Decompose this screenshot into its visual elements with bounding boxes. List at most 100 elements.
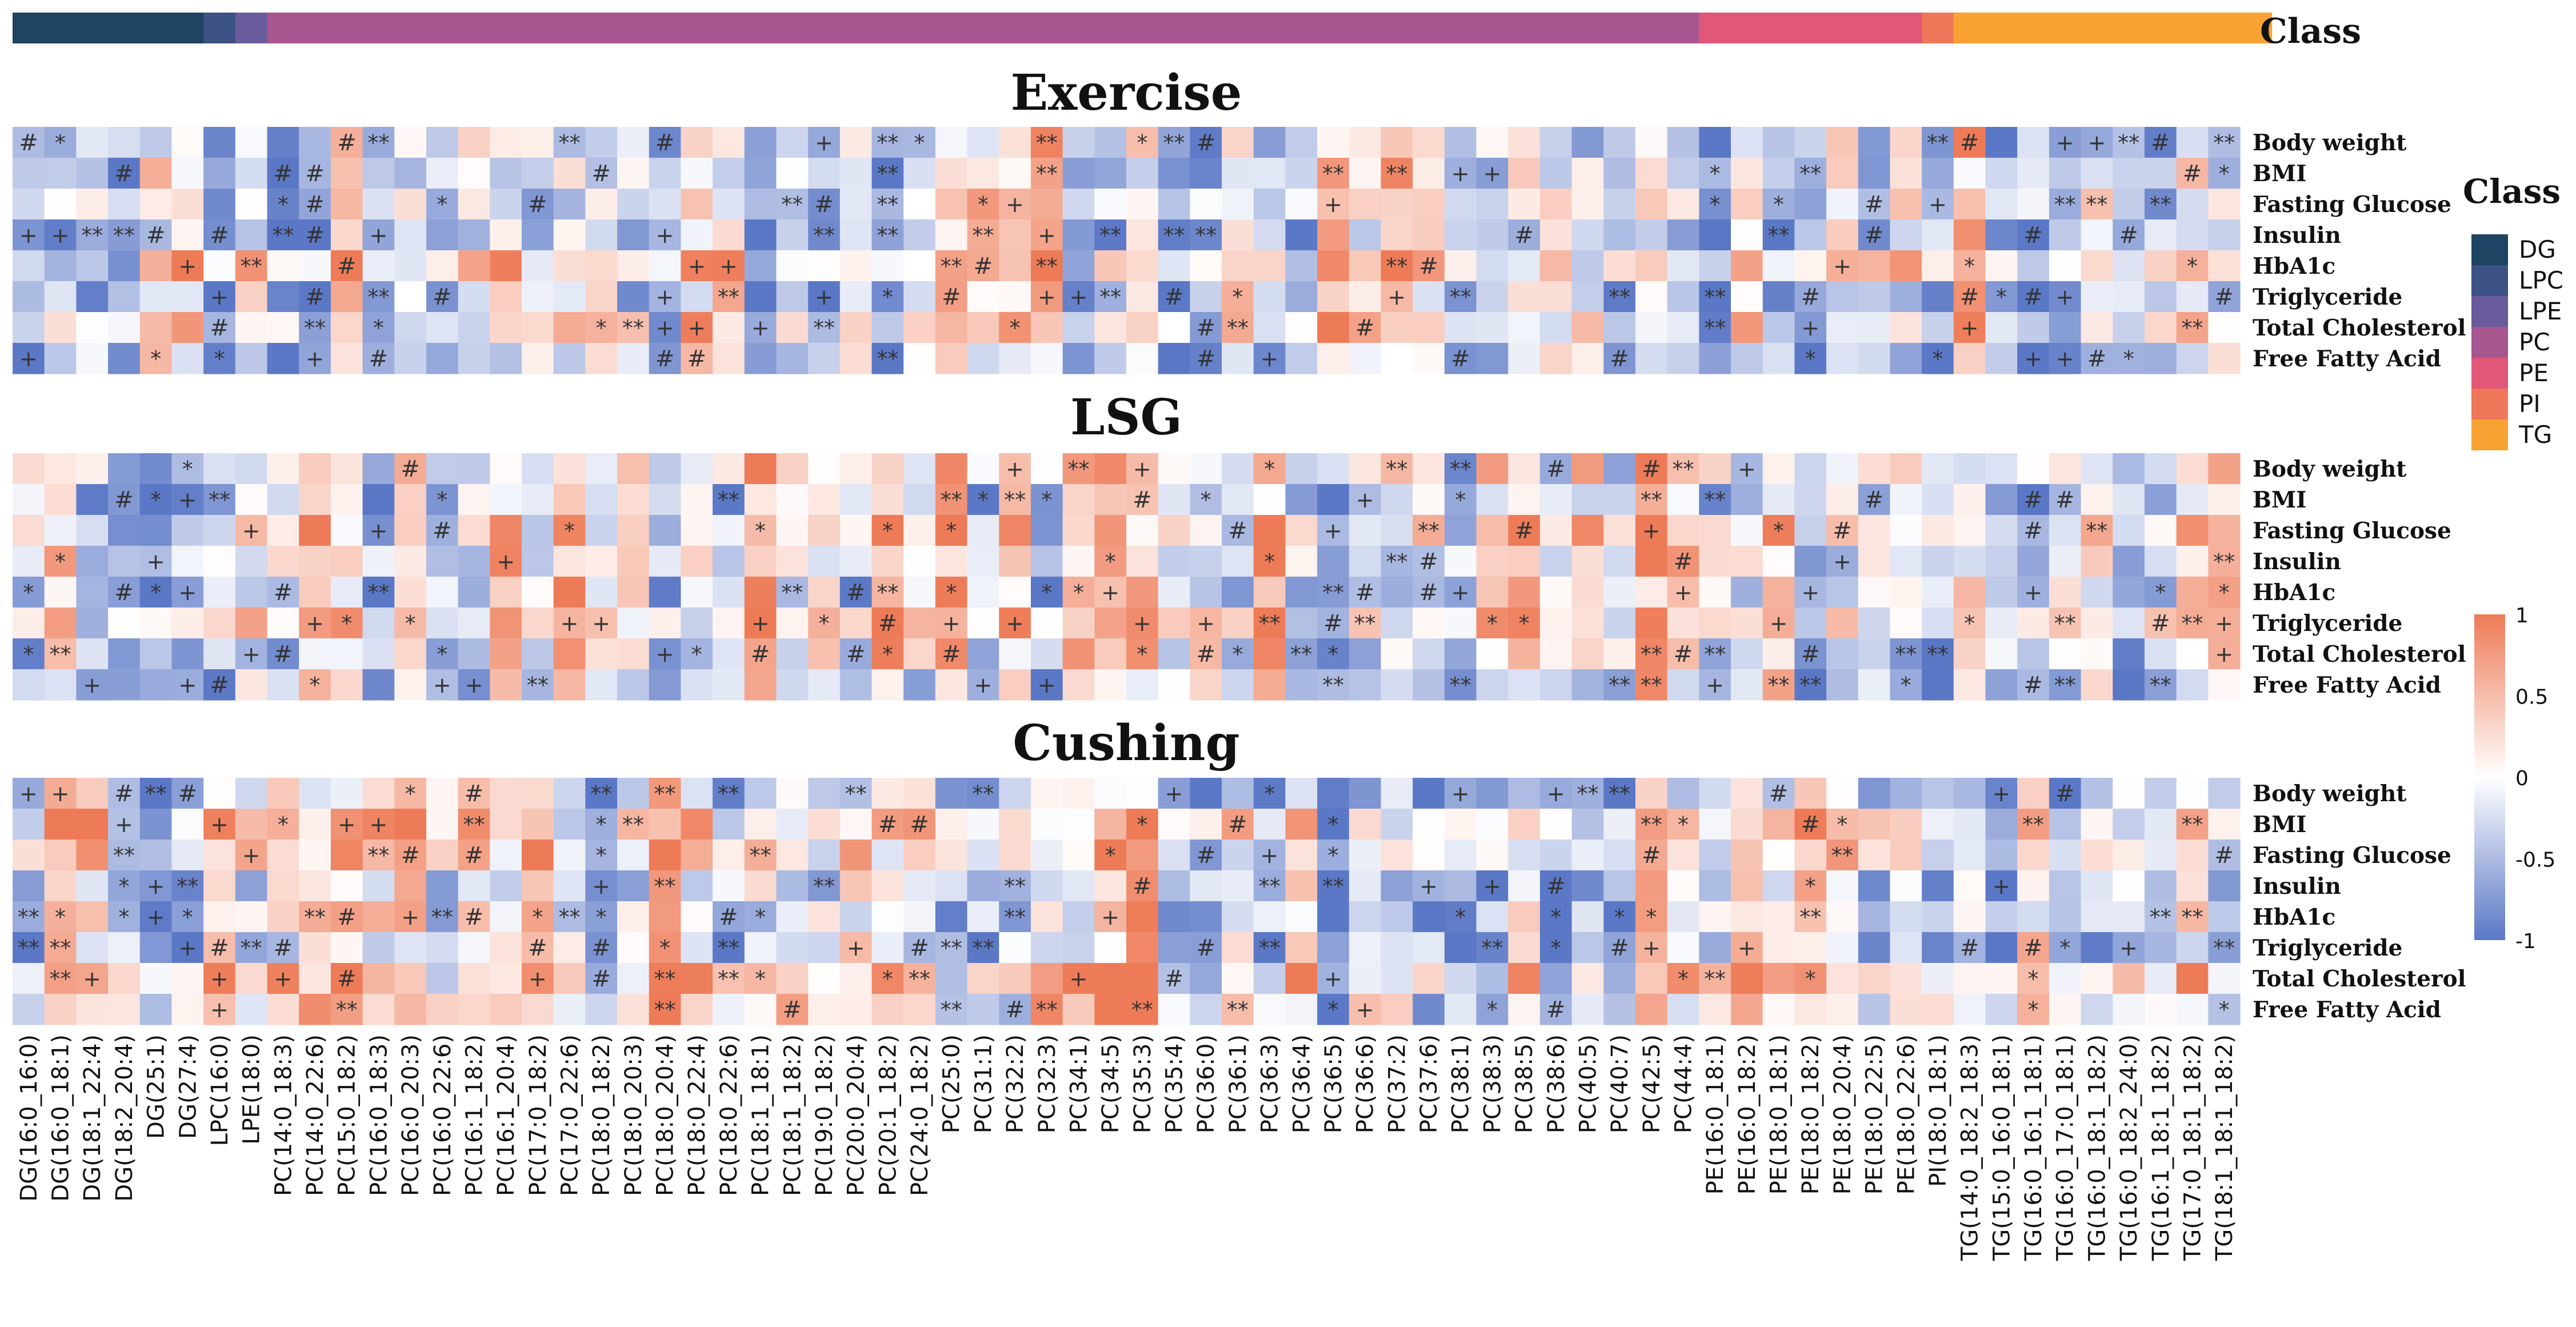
column-label: PC(25:0) xyxy=(939,1034,965,1133)
heatmap-cell xyxy=(490,932,522,964)
heatmap-cell xyxy=(1413,963,1445,994)
heatmap-cell xyxy=(2144,127,2177,158)
heatmap-cell xyxy=(1158,932,1190,964)
panel-title: Exercise xyxy=(1010,64,1242,122)
significance-mark: + xyxy=(83,966,101,992)
column-label: PE(16:0_18:1) xyxy=(1702,1034,1729,1194)
heatmap-cell xyxy=(1699,963,1731,994)
heatmap-cell xyxy=(713,484,745,515)
significance-mark: + xyxy=(465,673,483,698)
heatmap-cell xyxy=(1158,515,1190,546)
heatmap-cell xyxy=(521,484,554,515)
heatmap-cell xyxy=(2081,840,2113,871)
heatmap-cell xyxy=(139,158,173,189)
significance-mark: + xyxy=(1133,611,1151,636)
heatmap-cell xyxy=(2081,453,2113,485)
heatmap-cell xyxy=(1985,901,2018,933)
heatmap-cell xyxy=(203,778,236,809)
heatmap-cell xyxy=(2208,669,2241,701)
heatmap-cell xyxy=(649,312,681,343)
significance-mark: ** xyxy=(2054,611,2076,636)
heatmap-cell xyxy=(1794,250,1827,282)
heatmap-cell xyxy=(903,158,936,189)
heatmap-cell xyxy=(2017,189,2050,220)
significance-mark: + xyxy=(147,905,165,930)
heatmap-cell xyxy=(2113,607,2145,639)
heatmap-cell xyxy=(458,994,490,1025)
heatmap-cell xyxy=(1794,577,1827,608)
heatmap-cell xyxy=(1285,809,1318,840)
significance-mark: ** xyxy=(1099,285,1121,310)
heatmap-cell xyxy=(108,219,141,251)
heatmap-cell xyxy=(2049,840,2082,871)
heatmap-cell xyxy=(1030,577,1063,608)
heatmap-cell xyxy=(235,778,268,809)
heatmap-cell xyxy=(1030,778,1063,809)
heatmap-cell xyxy=(1667,484,1699,515)
significance-mark: + xyxy=(401,905,419,930)
heatmap-cell xyxy=(235,484,268,515)
significance-mark: ** xyxy=(559,130,581,155)
heatmap-cell xyxy=(744,870,777,902)
heatmap-cell xyxy=(1603,669,1636,701)
heatmap-cell xyxy=(1285,607,1318,639)
heatmap-cell xyxy=(362,281,395,313)
heatmap-cell xyxy=(681,312,713,343)
heatmap-cell xyxy=(1603,189,1636,220)
heatmap-cell xyxy=(1476,809,1509,840)
heatmap-cell xyxy=(1985,809,2018,840)
heatmap-cell xyxy=(362,312,395,343)
significance-mark: * xyxy=(1710,192,1721,217)
heatmap-cell xyxy=(1062,281,1095,313)
significance-mark: + xyxy=(2087,130,2106,155)
heatmap-cell xyxy=(299,219,331,251)
heatmap-cell xyxy=(681,638,713,670)
significance-mark: + xyxy=(1324,966,1342,992)
heatmap-cell xyxy=(1731,484,1763,515)
heatmap-cell xyxy=(1635,809,1668,840)
heatmap-cell xyxy=(2113,312,2145,343)
heatmap-cell xyxy=(871,932,904,964)
column-label: TG(16:0_17:0_18:1) xyxy=(2053,1034,2079,1261)
row-label: Total Cholesterol xyxy=(2253,315,2466,341)
heatmap-cell xyxy=(776,281,809,313)
heatmap-cell xyxy=(13,484,45,515)
heatmap-cell xyxy=(394,484,427,515)
heatmap-cell xyxy=(76,158,109,189)
heatmap-cell xyxy=(330,994,363,1025)
heatmap-cell xyxy=(967,840,999,871)
significance-mark: # xyxy=(210,315,229,341)
heatmap-cell xyxy=(553,189,586,220)
heatmap-cell xyxy=(681,870,713,902)
heatmap-cell xyxy=(903,515,936,546)
heatmap-cell xyxy=(108,840,141,871)
significance-mark: ** xyxy=(113,843,135,868)
heatmap-cell xyxy=(426,515,459,546)
significance-mark: + xyxy=(974,673,992,698)
heatmap-cell xyxy=(1222,250,1254,282)
heatmap-cell xyxy=(808,312,841,343)
heatmap-cell xyxy=(553,453,586,485)
significance-mark: ** xyxy=(972,781,994,806)
heatmap-cell xyxy=(2176,932,2209,964)
heatmap-cell xyxy=(1158,250,1190,282)
heatmap-cell xyxy=(203,607,236,639)
heatmap-cell xyxy=(330,932,363,964)
heatmap-cell xyxy=(1158,546,1190,577)
column-label: PC(16:0_18:3) xyxy=(366,1034,392,1196)
legend-label: PC xyxy=(2519,328,2550,356)
heatmap-cell xyxy=(1762,669,1795,701)
significance-mark: + xyxy=(83,673,101,698)
heatmap-cell xyxy=(1699,932,1731,964)
heatmap-cell xyxy=(13,281,45,313)
heatmap-cell xyxy=(2144,343,2177,374)
significance-mark: * xyxy=(1264,549,1275,574)
heatmap-cell xyxy=(299,158,331,189)
column-label: PC(34:5) xyxy=(1098,1034,1124,1133)
legend-swatch-pc xyxy=(2471,327,2508,358)
heatmap-cell xyxy=(1890,840,1922,871)
heatmap-cell xyxy=(1826,219,1859,251)
heatmap-cell xyxy=(1349,809,1382,840)
heatmap-cell xyxy=(808,932,841,964)
